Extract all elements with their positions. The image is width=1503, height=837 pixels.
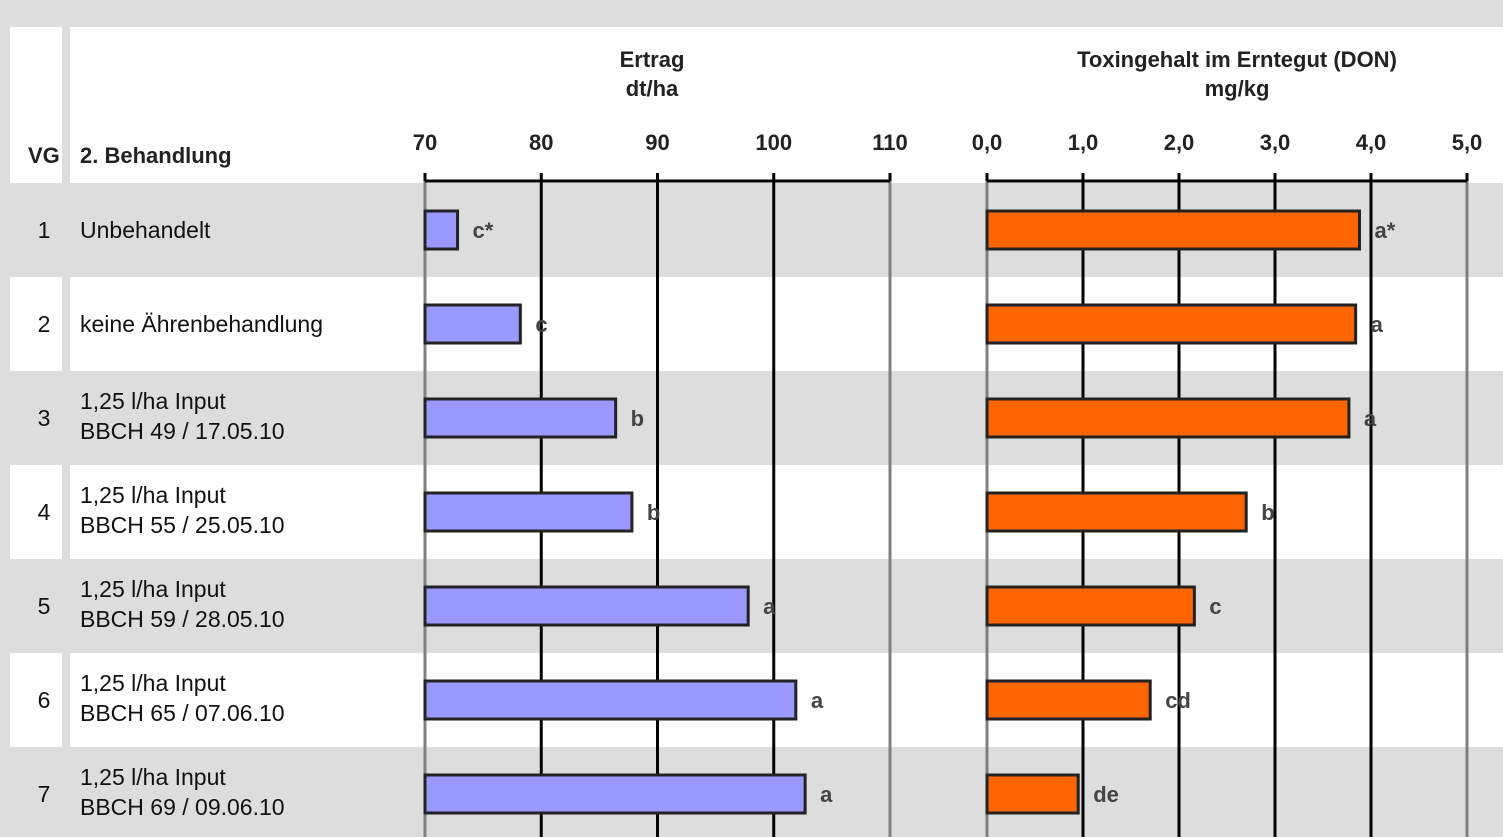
don-bar [985,679,1152,721]
row-vg-number: 1 [38,217,51,243]
vg-column-header: VG [28,143,60,168]
ertrag-bar [423,773,807,815]
ertrag-significance-label: c [535,312,547,337]
row-vg-number: 2 [38,311,51,337]
don-bar [985,585,1196,627]
ertrag-bar [423,585,750,627]
treatment-column-header: 2. Behandlung [80,143,232,168]
don-bar [985,209,1361,251]
ertrag-significance-label: a [763,594,776,619]
ertrag-bar [423,397,618,439]
don-tick-label: 1,0 [1068,130,1099,155]
ertrag-significance-label: b [631,406,644,431]
row-treatment-label: BBCH 59 / 28.05.10 [80,606,285,632]
ertrag-bar [423,209,460,251]
bar-layer [423,209,1361,815]
row-treatment-label: BBCH 49 / 17.05.10 [80,418,285,444]
ertrag-bar [423,679,798,721]
don-bar [985,491,1248,533]
ertrag-significance-label: c* [473,218,494,243]
ertrag-tick-label: 110 [872,130,908,155]
don-tick-label: 0,0 [972,130,1003,155]
row-treatment-label: BBCH 65 / 07.06.10 [80,700,285,726]
text-layer: VG 2. Behandlung Ertrag dt/ha Toxingehal… [28,47,1482,820]
ertrag-tick-label: 70 [413,130,437,155]
row-treatment-label: keine Ährenbehandlung [80,311,323,337]
don-significance-label: cd [1165,688,1191,713]
don-tick-label: 4,0 [1356,130,1387,155]
ertrag-significance-label: b [647,500,660,525]
row-treatment-label: 1,25 l/ha Input [80,764,226,790]
don-chart-title: Toxingehalt im Erntegut (DON) [1077,47,1397,72]
row-treatment-label: Unbehandelt [80,217,211,243]
don-tick-label: 3,0 [1260,130,1291,155]
don-significance-label: a [1371,312,1384,337]
ertrag-chart-unit: dt/ha [626,76,679,101]
ertrag-tick-label: 100 [755,130,792,155]
ertrag-significance-label: a [811,688,824,713]
row-treatment-label: 1,25 l/ha Input [80,482,226,508]
row-treatment-label: BBCH 55 / 25.05.10 [80,512,285,538]
row-treatment-label: 1,25 l/ha Input [80,388,226,414]
ertrag-tick-label: 80 [529,130,553,155]
don-significance-label: c [1209,594,1221,619]
don-significance-label: a [1364,406,1377,431]
ertrag-significance-label: a [820,782,833,807]
don-significance-label: de [1093,782,1119,807]
don-bar [985,397,1351,439]
row-treatment-label: BBCH 69 / 09.06.10 [80,794,285,820]
ertrag-bar [423,491,634,533]
row-treatment-label: 1,25 l/ha Input [80,670,226,696]
don-chart-unit: mg/kg [1205,76,1270,101]
don-significance-label: a* [1374,218,1395,243]
don-tick-label: 2,0 [1164,130,1195,155]
don-significance-label: b [1261,500,1274,525]
ertrag-tick-label: 90 [645,130,669,155]
ertrag-bar [423,303,522,345]
don-bar [985,303,1358,345]
row-vg-number: 4 [38,499,51,525]
ertrag-chart-title: Ertrag [620,47,685,72]
row-treatment-label: 1,25 l/ha Input [80,576,226,602]
row-vg-number: 3 [38,405,51,431]
don-bar [985,773,1080,815]
row-vg-number: 5 [38,593,51,619]
row-vg-number: 7 [38,781,51,807]
frame-top [0,0,1503,27]
row-band [0,559,1503,653]
don-tick-label: 5,0 [1452,130,1483,155]
row-vg-number: 6 [38,687,51,713]
